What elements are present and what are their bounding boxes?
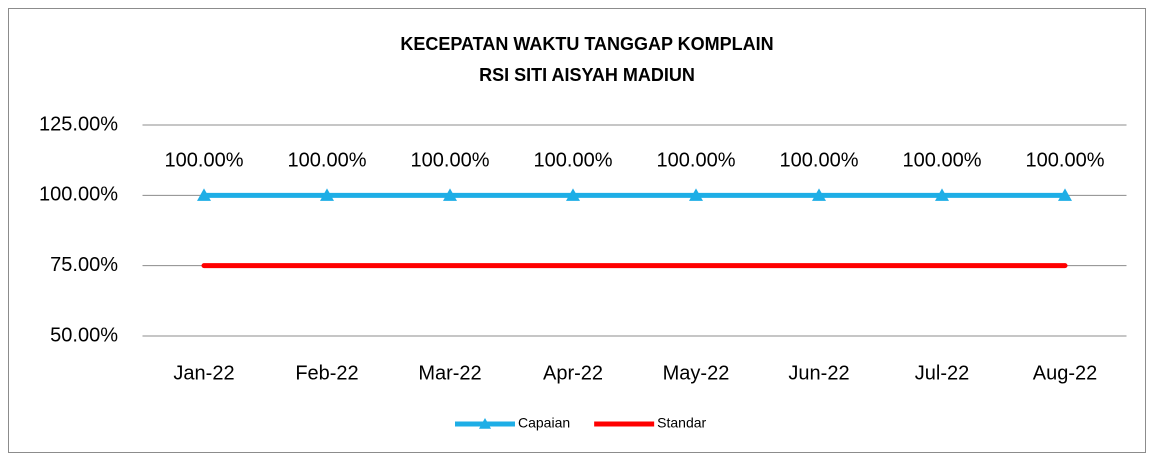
x-tick-label: Mar-22: [418, 362, 481, 384]
data-point: [689, 188, 703, 201]
legend-label: Capaian: [518, 415, 570, 431]
data-point: [1058, 188, 1072, 201]
legend-marker: [479, 418, 491, 429]
x-tick-label: Apr-22: [543, 362, 603, 384]
y-tick-label: 100.00%: [39, 184, 118, 206]
data-label: 100.00%: [165, 150, 244, 172]
data-label: 100.00%: [903, 150, 982, 172]
data-point: [566, 188, 580, 201]
data-point: [812, 188, 826, 201]
x-tick-label: May-22: [663, 362, 730, 384]
data-label: 100.00%: [657, 150, 736, 172]
chart-title: KECEPATAN WAKTU TANGGAP KOMPLAIN: [400, 34, 773, 54]
chart-border: [8, 8, 1146, 453]
chart-subtitle: RSI SITI AISYAH MADIUN: [479, 65, 695, 85]
x-tick-label: Feb-22: [295, 362, 358, 384]
x-tick-label: Jan-22: [173, 362, 234, 384]
y-tick-label: 125.00%: [39, 113, 118, 135]
data-point: [935, 188, 949, 201]
data-label: 100.00%: [288, 150, 367, 172]
x-tick-label: Jun-22: [788, 362, 849, 384]
data-point: [197, 188, 211, 201]
x-tick-label: Jul-22: [915, 362, 969, 384]
data-label: 100.00%: [1026, 150, 1105, 172]
data-label: 100.00%: [780, 150, 859, 172]
data-point: [320, 188, 334, 201]
y-tick-label: 50.00%: [50, 324, 118, 346]
legend-label: Standar: [657, 415, 706, 431]
data-point: [443, 188, 457, 201]
y-tick-label: 75.00%: [50, 254, 118, 276]
x-tick-label: Aug-22: [1033, 362, 1098, 384]
data-label: 100.00%: [411, 150, 490, 172]
data-label: 100.00%: [534, 150, 613, 172]
